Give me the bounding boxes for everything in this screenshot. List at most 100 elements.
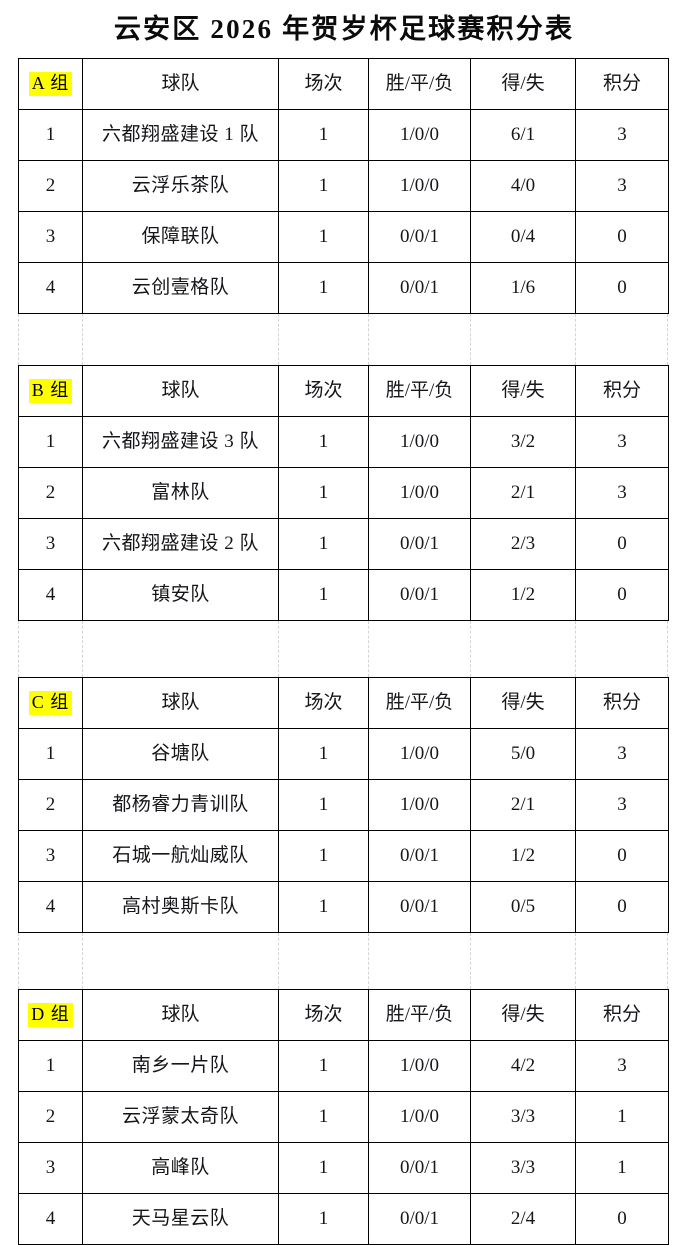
- table-row: 2 云浮蒙太奇队 1 1/0/0 3/3 1: [18, 1091, 669, 1143]
- cell-wdl: 1/0/0: [368, 1091, 471, 1143]
- group-block-a: A 组 球队 场次 胜/平/负 得/失 积分 1 六都翔盛建设 1 队 1 1/…: [18, 58, 669, 314]
- cell-team: 云浮蒙太奇队: [82, 1091, 279, 1143]
- table-row: 2 云浮乐茶队 1 1/0/0 4/0 3: [18, 160, 669, 212]
- cell-played: 1: [278, 728, 369, 780]
- group-block-c: C 组 球队 场次 胜/平/负 得/失 积分 1 谷塘队 1 1/0/0 5/0…: [18, 677, 669, 933]
- column-header-team: 球队: [82, 58, 279, 110]
- cell-rank: 3: [18, 830, 83, 882]
- spacer-row: [18, 621, 668, 677]
- spacer-cell: [278, 933, 368, 989]
- cell-goals: 4/0: [470, 160, 576, 212]
- cell-goals: 3/3: [470, 1091, 576, 1143]
- cell-rank: 3: [18, 518, 83, 570]
- spacer-cell: [82, 621, 278, 677]
- column-header-played: 场次: [278, 58, 369, 110]
- cell-wdl: 1/0/0: [368, 467, 471, 519]
- cell-goals: 2/3: [470, 518, 576, 570]
- table-row: 4 云创壹格队 1 0/0/1 1/6 0: [18, 262, 669, 314]
- column-header-goals: 得/失: [470, 989, 576, 1041]
- spacer-cell: [18, 933, 82, 989]
- cell-played: 1: [278, 1091, 369, 1143]
- cell-points: 3: [575, 467, 669, 519]
- cell-goals: 0/4: [470, 211, 576, 263]
- spacer-cell: [368, 621, 470, 677]
- spacer-cell: [575, 621, 668, 677]
- column-header-played: 场次: [278, 989, 369, 1041]
- cell-goals: 4/2: [470, 1040, 576, 1092]
- cell-points: 3: [575, 728, 669, 780]
- cell-rank: 1: [18, 416, 83, 468]
- cell-played: 1: [278, 1142, 369, 1194]
- cell-team: 云创壹格队: [82, 262, 279, 314]
- cell-played: 1: [278, 569, 369, 621]
- column-header-goals: 得/失: [470, 677, 576, 729]
- cell-goals: 1/2: [470, 569, 576, 621]
- cell-goals: 3/3: [470, 1142, 576, 1194]
- cell-rank: 4: [18, 881, 83, 933]
- column-header-points: 积分: [575, 677, 669, 729]
- cell-rank: 4: [18, 1193, 83, 1245]
- spacer-cell: [18, 621, 82, 677]
- cell-team: 高峰队: [82, 1142, 279, 1194]
- cell-rank: 4: [18, 262, 83, 314]
- table-row: 2 富林队 1 1/0/0 2/1 3: [18, 467, 669, 519]
- cell-goals: 2/1: [470, 779, 576, 831]
- table-header-row: A 组 球队 场次 胜/平/负 得/失 积分: [18, 58, 669, 110]
- cell-goals: 1/2: [470, 830, 576, 882]
- table-row: 4 镇安队 1 0/0/1 1/2 0: [18, 569, 669, 621]
- table-row: 1 六都翔盛建设 1 队 1 1/0/0 6/1 3: [18, 109, 669, 161]
- standings-table-a: A 组 球队 场次 胜/平/负 得/失 积分 1 六都翔盛建设 1 队 1 1/…: [18, 58, 669, 314]
- column-header-wdl: 胜/平/负: [368, 989, 471, 1041]
- group-tag-d: D 组: [28, 1003, 73, 1027]
- cell-team: 六都翔盛建设 1 队: [82, 109, 279, 161]
- cell-points: 0: [575, 830, 669, 882]
- cell-played: 1: [278, 1040, 369, 1092]
- cell-points: 3: [575, 160, 669, 212]
- cell-team: 高村奥斯卡队: [82, 881, 279, 933]
- group-block-d: D 组 球队 场次 胜/平/负 得/失 积分 1 南乡一片队 1 1/0/0 4…: [18, 989, 669, 1245]
- cell-wdl: 1/0/0: [368, 416, 471, 468]
- spacer-cell: [470, 314, 575, 365]
- cell-team: 南乡一片队: [82, 1040, 279, 1092]
- cell-wdl: 1/0/0: [368, 1040, 471, 1092]
- cell-wdl: 0/0/1: [368, 881, 471, 933]
- title-row: 云安区 2026 年贺岁杯足球赛积分表: [0, 0, 688, 58]
- group-label-cell: D 组: [18, 989, 83, 1041]
- cell-goals: 6/1: [470, 109, 576, 161]
- column-header-wdl: 胜/平/负: [368, 677, 471, 729]
- cell-team: 六都翔盛建设 2 队: [82, 518, 279, 570]
- table-row: 2 都杨睿力青训队 1 1/0/0 2/1 3: [18, 779, 669, 831]
- cell-points: 0: [575, 881, 669, 933]
- cell-played: 1: [278, 881, 369, 933]
- cell-played: 1: [278, 211, 369, 263]
- cell-team: 谷塘队: [82, 728, 279, 780]
- group-label-cell: C 组: [18, 677, 83, 729]
- cell-points: 0: [575, 211, 669, 263]
- cell-rank: 2: [18, 779, 83, 831]
- cell-points: 1: [575, 1091, 669, 1143]
- cell-rank: 3: [18, 211, 83, 263]
- table-header-row: C 组 球队 场次 胜/平/负 得/失 积分: [18, 677, 669, 729]
- cell-rank: 1: [18, 1040, 83, 1092]
- spacer-cell: [575, 314, 668, 365]
- spacer-cell: [470, 621, 575, 677]
- cell-played: 1: [278, 518, 369, 570]
- cell-team: 富林队: [82, 467, 279, 519]
- cell-points: 3: [575, 779, 669, 831]
- cell-wdl: 1/0/0: [368, 728, 471, 780]
- cell-points: 0: [575, 569, 669, 621]
- table-row: 1 谷塘队 1 1/0/0 5/0 3: [18, 728, 669, 780]
- cell-wdl: 0/0/1: [368, 1193, 471, 1245]
- column-header-goals: 得/失: [470, 365, 576, 417]
- cell-played: 1: [278, 830, 369, 882]
- cell-played: 1: [278, 1193, 369, 1245]
- cell-rank: 1: [18, 109, 83, 161]
- group-tag-a: A 组: [28, 72, 73, 96]
- cell-wdl: 1/0/0: [368, 109, 471, 161]
- column-header-played: 场次: [278, 365, 369, 417]
- cell-wdl: 0/0/1: [368, 1142, 471, 1194]
- column-header-team: 球队: [82, 677, 279, 729]
- column-header-goals: 得/失: [470, 58, 576, 110]
- cell-played: 1: [278, 160, 369, 212]
- cell-team: 石城一航灿威队: [82, 830, 279, 882]
